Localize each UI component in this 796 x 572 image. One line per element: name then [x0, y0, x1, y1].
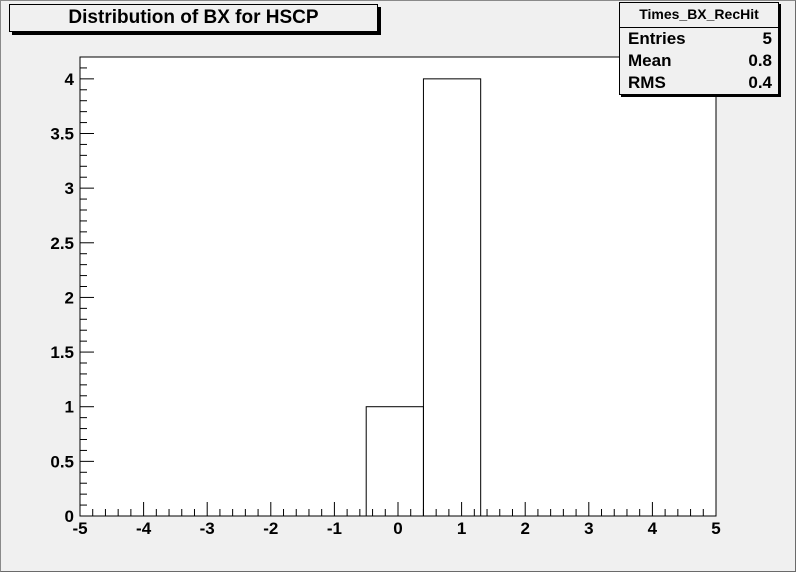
x-tick-label: -1	[327, 519, 342, 538]
y-tick-label: 0	[65, 507, 74, 526]
y-tick-label: 2.5	[50, 234, 74, 253]
x-tick-label: 0	[393, 519, 402, 538]
x-tick-label: 4	[648, 519, 658, 538]
stats-rms-label: RMS	[628, 73, 666, 92]
y-tick-label: 3	[65, 179, 74, 198]
y-tick-label: 1.5	[50, 343, 74, 362]
stats-title: Times_BX_RecHit	[620, 3, 778, 28]
x-tick-label: -4	[136, 519, 152, 538]
y-tick-label: 1	[65, 398, 74, 417]
stats-entries-label: Entries	[628, 29, 686, 48]
stats-row-rms: RMS 0.4	[620, 72, 778, 94]
y-tick-label: 0.5	[50, 452, 74, 471]
histogram-bars	[80, 78, 716, 517]
stats-entries-value: 5	[762, 29, 772, 48]
x-tick-label: -3	[200, 519, 215, 538]
y-axis: 0 0.5 1 1.5 2 2.5 3 3.5 4	[50, 56, 94, 526]
stats-row-mean: Mean 0.8	[620, 50, 778, 72]
x-tick-label: 2	[520, 519, 529, 538]
x-axis: -5 -4 -3 -2 -1 0 1 2 3 4 5	[72, 502, 721, 538]
stats-rms-value: 0.4	[748, 73, 772, 92]
x-tick-label: 5	[711, 519, 720, 538]
y-tick-label: 4	[65, 70, 75, 89]
y-tick-label: 2	[65, 288, 74, 307]
stats-row-entries: Entries 5	[620, 28, 778, 50]
x-tick-label: -5	[72, 519, 87, 538]
stats-box[interactable]: Times_BX_RecHit Entries 5 Mean 0.8 RMS 0…	[619, 2, 779, 95]
stats-mean-label: Mean	[628, 51, 672, 70]
x-tick-label: 1	[457, 519, 466, 538]
x-tick-label: -2	[263, 519, 278, 538]
y-tick-label: 3.5	[50, 125, 74, 144]
x-tick-label: 3	[584, 519, 593, 538]
plot-frame	[79, 56, 717, 517]
chart-title: Distribution of BX for HSCP	[9, 4, 378, 32]
stats-mean-value: 0.8	[748, 51, 772, 70]
